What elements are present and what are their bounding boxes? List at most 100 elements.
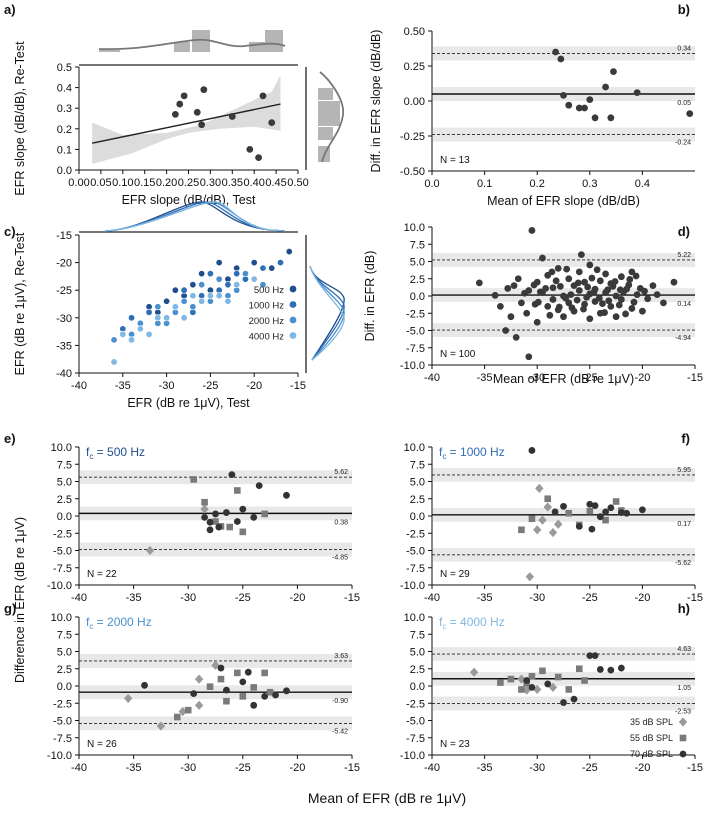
data-point-4000hz bbox=[136, 325, 144, 333]
data-point bbox=[580, 305, 587, 313]
y-tick-label: 2.5 bbox=[57, 664, 72, 676]
x-tick-label: 0.40 bbox=[243, 177, 264, 189]
data-point bbox=[595, 294, 603, 302]
y-tick-label: -2.5 bbox=[406, 528, 425, 540]
data-point-70db bbox=[283, 687, 290, 695]
data-point-500hz bbox=[268, 264, 276, 272]
data-point-70db bbox=[586, 652, 594, 660]
data-point bbox=[552, 48, 560, 56]
data-point bbox=[568, 304, 576, 312]
data-point bbox=[528, 227, 536, 234]
panel-label: d) bbox=[678, 224, 690, 239]
data-point bbox=[602, 270, 609, 278]
data-point bbox=[555, 303, 563, 311]
x-tick-label: -25 bbox=[235, 762, 251, 774]
data-point bbox=[567, 291, 575, 299]
data-point bbox=[622, 310, 629, 318]
data-point-70db bbox=[528, 683, 536, 691]
upper-limit-label: 5.95 bbox=[677, 467, 691, 474]
data-point bbox=[581, 278, 588, 286]
data-point bbox=[552, 277, 560, 285]
y-tick-label: -2.5 bbox=[53, 528, 72, 540]
data-point-70db bbox=[596, 513, 604, 521]
right-marginal-density bbox=[319, 71, 344, 163]
data-point bbox=[176, 100, 184, 108]
data-point-1000hz bbox=[145, 308, 153, 316]
x-tick-label: -25 bbox=[202, 380, 218, 392]
panel-h: h) 4.63 1.05 -2.53 N = 23 -40 -35 -30 -25 -20 -15 1… bbox=[400, 601, 703, 774]
y-tick-label: -5.0 bbox=[406, 326, 425, 338]
title-subscript: c bbox=[89, 622, 93, 631]
legend-marker bbox=[679, 734, 687, 742]
data-point bbox=[193, 108, 201, 116]
data-point-55db bbox=[518, 526, 525, 534]
legend-label: 500 Hz bbox=[254, 285, 284, 296]
data-point-4000hz bbox=[163, 314, 171, 322]
y-tick-label: -30 bbox=[56, 313, 72, 325]
x-tick-label: 0.15 bbox=[134, 177, 155, 189]
data-point bbox=[583, 293, 591, 301]
data-point-70db bbox=[591, 652, 599, 660]
data-point bbox=[496, 302, 504, 310]
panel-label: h) bbox=[678, 601, 690, 616]
panel-title: fc = 2000 Hz bbox=[86, 615, 152, 631]
data-point bbox=[544, 302, 552, 310]
data-point bbox=[530, 281, 538, 289]
data-point-55db bbox=[518, 686, 525, 693]
y-axis-label: Diff. in EFR (dB) bbox=[363, 251, 377, 342]
data-point bbox=[660, 299, 667, 307]
data-point-70db bbox=[233, 518, 241, 525]
data-point-35db bbox=[178, 706, 187, 717]
data-point bbox=[607, 114, 615, 122]
panel-d: d) 5.22 0.14 -4.94 N = 100 -40 -35 -30 -25 -20 -15… bbox=[363, 222, 703, 386]
data-point-55db bbox=[586, 507, 594, 515]
x-tick-label: -20 bbox=[634, 372, 650, 384]
y-tick-label: -25 bbox=[56, 285, 72, 297]
y-tick-label: 0.0 bbox=[410, 291, 425, 303]
right-marginal-bar bbox=[318, 88, 333, 100]
data-point-4000hz bbox=[154, 314, 162, 322]
legend-marker bbox=[679, 750, 687, 758]
data-point-500hz bbox=[189, 281, 197, 289]
y-tick-label: -7.5 bbox=[406, 343, 425, 355]
data-point-1000hz bbox=[206, 270, 214, 278]
x-tick-label: -30 bbox=[529, 762, 545, 774]
x-tick-label: 0.05 bbox=[90, 177, 111, 189]
data-point-70db bbox=[206, 518, 214, 526]
data-point-70db bbox=[551, 508, 559, 516]
data-point bbox=[584, 283, 592, 291]
legend-label: 2000 Hz bbox=[249, 316, 285, 327]
data-point bbox=[554, 265, 562, 272]
y-tick-label: 2.5 bbox=[410, 664, 425, 676]
data-point-35db bbox=[211, 660, 220, 670]
data-point-35db bbox=[156, 721, 166, 731]
data-point bbox=[549, 284, 557, 292]
y-tick-label: -0.50 bbox=[400, 166, 425, 178]
data-point bbox=[575, 287, 583, 294]
panel-label: b) bbox=[678, 2, 690, 17]
x-tick-label: 0.3 bbox=[582, 178, 597, 190]
data-point-35db bbox=[200, 504, 209, 514]
y-tick-label: 10.0 bbox=[51, 612, 72, 624]
data-point bbox=[575, 104, 583, 112]
data-point bbox=[616, 286, 624, 294]
data-point-4000hz bbox=[128, 336, 136, 344]
title-f: f bbox=[439, 445, 443, 459]
x-tick-label: -25 bbox=[582, 372, 598, 384]
y-tick-label: 5.0 bbox=[410, 477, 425, 489]
y-tick-label: -0.25 bbox=[400, 131, 425, 143]
y-tick-label: -7.5 bbox=[53, 563, 72, 575]
data-point bbox=[536, 288, 544, 296]
data-point-2000hz bbox=[154, 303, 162, 311]
data-point-55db bbox=[497, 679, 504, 686]
data-point-55db bbox=[261, 510, 268, 518]
y-tick-label: -7.5 bbox=[406, 563, 425, 575]
data-point-70db bbox=[607, 666, 615, 674]
data-point bbox=[518, 299, 525, 307]
data-point-70db bbox=[528, 447, 536, 454]
data-point bbox=[504, 285, 512, 292]
y-tick-label: -10.0 bbox=[400, 750, 425, 762]
x-tick-label: -25 bbox=[235, 592, 251, 604]
data-point bbox=[586, 315, 594, 323]
